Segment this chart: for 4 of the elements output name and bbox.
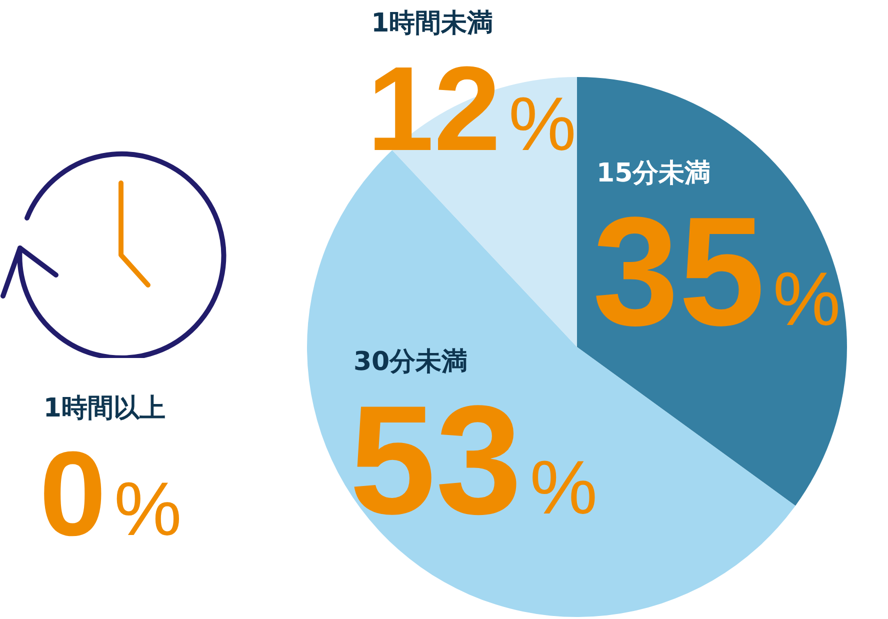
category-label: 1時間以上 (43, 394, 166, 424)
text: 0% (39, 426, 182, 561)
slice-label: 1時間未満 (371, 8, 494, 39)
data-label: 12% (367, 42, 576, 176)
